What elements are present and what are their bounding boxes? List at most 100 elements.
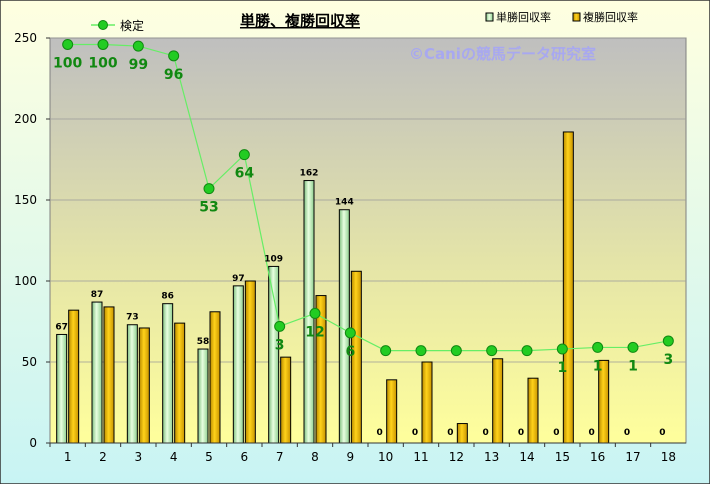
data-label-tansho: 67 bbox=[55, 322, 68, 332]
x-tick-label: 7 bbox=[276, 450, 284, 464]
point-kentei bbox=[168, 50, 180, 62]
data-label-tansho: 73 bbox=[126, 313, 139, 323]
bar-fukusho bbox=[138, 327, 150, 444]
data-label-tansho: 0 bbox=[483, 428, 489, 438]
data-label-tansho: 144 bbox=[335, 198, 354, 208]
data-label-kentei: 99 bbox=[129, 57, 148, 73]
bar-tansho bbox=[197, 348, 209, 444]
legend-swatch-kentei bbox=[98, 20, 108, 30]
x-tick-label: 17 bbox=[625, 450, 640, 464]
line-kentei bbox=[67, 43, 669, 352]
data-label-tansho: 0 bbox=[624, 428, 630, 438]
point-kentei bbox=[238, 149, 250, 161]
point-kentei bbox=[592, 341, 604, 353]
point-kentei bbox=[662, 335, 674, 347]
bars-layer bbox=[56, 131, 610, 444]
data-label-kentei: 100 bbox=[88, 55, 117, 71]
data-label-tansho: 86 bbox=[161, 292, 174, 302]
bar-fukusho bbox=[527, 377, 539, 444]
point-kentei bbox=[521, 345, 533, 357]
point-kentei bbox=[309, 307, 321, 319]
bar-tansho bbox=[338, 209, 350, 444]
bar-fukusho bbox=[562, 131, 574, 444]
data-label-tansho: 0 bbox=[589, 428, 595, 438]
grid-layer bbox=[50, 37, 686, 363]
bar-fukusho bbox=[456, 423, 468, 444]
data-label-tansho: 0 bbox=[518, 428, 524, 438]
data-label-kentei: 1 bbox=[593, 358, 603, 374]
x-tick-label: 1 bbox=[64, 450, 72, 464]
data-label-tansho: 162 bbox=[300, 169, 319, 179]
bar-tansho bbox=[268, 265, 280, 444]
x-tick-label: 12 bbox=[449, 450, 464, 464]
data-label-tansho: 58 bbox=[197, 337, 210, 347]
chart-title: 単勝、複勝回収率 bbox=[240, 12, 360, 30]
bar-fukusho bbox=[174, 322, 186, 444]
y-tick-label: 150 bbox=[14, 193, 37, 207]
point-kentei bbox=[486, 345, 498, 357]
data-label-tansho: 0 bbox=[659, 428, 665, 438]
point-kentei bbox=[380, 345, 392, 357]
x-tick-label: 4 bbox=[170, 450, 178, 464]
data-label-kentei: 96 bbox=[164, 67, 183, 83]
point-kentei bbox=[415, 345, 427, 357]
bar-fukusho bbox=[386, 379, 398, 444]
data-label-tansho: 97 bbox=[232, 274, 245, 284]
y-tick-label: 50 bbox=[22, 355, 37, 369]
point-kentei bbox=[556, 343, 568, 355]
bar-fukusho bbox=[209, 311, 221, 444]
x-tick-label: 5 bbox=[205, 450, 213, 464]
point-kentei bbox=[203, 183, 215, 195]
x-tick-label: 8 bbox=[311, 450, 319, 464]
bar-tansho bbox=[91, 301, 103, 444]
data-label-tansho: 109 bbox=[264, 254, 283, 264]
x-tick-label: 16 bbox=[590, 450, 605, 464]
data-label-kentei: 53 bbox=[199, 200, 218, 216]
point-kentei bbox=[627, 341, 639, 353]
x-tick-label: 3 bbox=[135, 450, 143, 464]
data-label-tansho: 0 bbox=[447, 428, 453, 438]
bar-tansho bbox=[56, 333, 68, 444]
bar-tansho bbox=[162, 303, 174, 444]
labels-layer: 67 87 73 86 58 97 109 162 144 0 0 0 0 0 0 0 0 0 100 100 99 96… bbox=[53, 55, 673, 438]
legend-label-kentei: 検定 bbox=[120, 18, 144, 33]
line-layer bbox=[62, 38, 674, 357]
data-label-kentei: 12 bbox=[305, 324, 324, 340]
legend-label-tansho: 単勝回収率 bbox=[496, 10, 551, 24]
y-tick-label: 250 bbox=[14, 31, 37, 45]
legend-swatch-fukusho bbox=[572, 12, 581, 22]
x-tick-label: 11 bbox=[413, 450, 428, 464]
point-kentei bbox=[450, 345, 462, 357]
x-tick-label: 15 bbox=[555, 450, 570, 464]
point-kentei bbox=[132, 40, 144, 52]
bar-fukusho bbox=[103, 306, 115, 444]
x-tick-label: 10 bbox=[378, 450, 393, 464]
legend-label-fukusho: 複勝回収率 bbox=[583, 10, 638, 24]
point-kentei bbox=[97, 38, 109, 50]
x-tick-label: 6 bbox=[241, 450, 249, 464]
point-kentei bbox=[62, 38, 74, 50]
legend: 検定 単勝回収率 複勝回収率 bbox=[91, 10, 638, 33]
data-label-tansho: 0 bbox=[412, 428, 418, 438]
plot-area bbox=[49, 37, 687, 444]
bar-tansho bbox=[232, 285, 244, 444]
data-label-kentei: 3 bbox=[663, 352, 673, 368]
bar-tansho bbox=[126, 324, 138, 444]
point-kentei bbox=[274, 320, 286, 332]
data-label-kentei: 1 bbox=[557, 360, 567, 376]
bar-fukusho bbox=[244, 280, 256, 444]
data-label-kentei: 6 bbox=[345, 344, 355, 360]
y-tick-label: 200 bbox=[14, 112, 37, 126]
bar-fukusho bbox=[492, 358, 504, 444]
point-kentei bbox=[344, 327, 356, 339]
legend-swatch-tansho bbox=[485, 12, 494, 22]
y-tick-label: 0 bbox=[29, 436, 37, 450]
x-tick-label: 18 bbox=[661, 450, 676, 464]
x-tick-label: 14 bbox=[519, 450, 534, 464]
x-tick-label: 13 bbox=[484, 450, 499, 464]
bar-fukusho bbox=[421, 361, 433, 444]
data-label-tansho: 0 bbox=[553, 428, 559, 438]
watermark: ©Caniの競馬データ研究室 bbox=[409, 45, 596, 63]
data-label-kentei: 1 bbox=[628, 358, 638, 374]
